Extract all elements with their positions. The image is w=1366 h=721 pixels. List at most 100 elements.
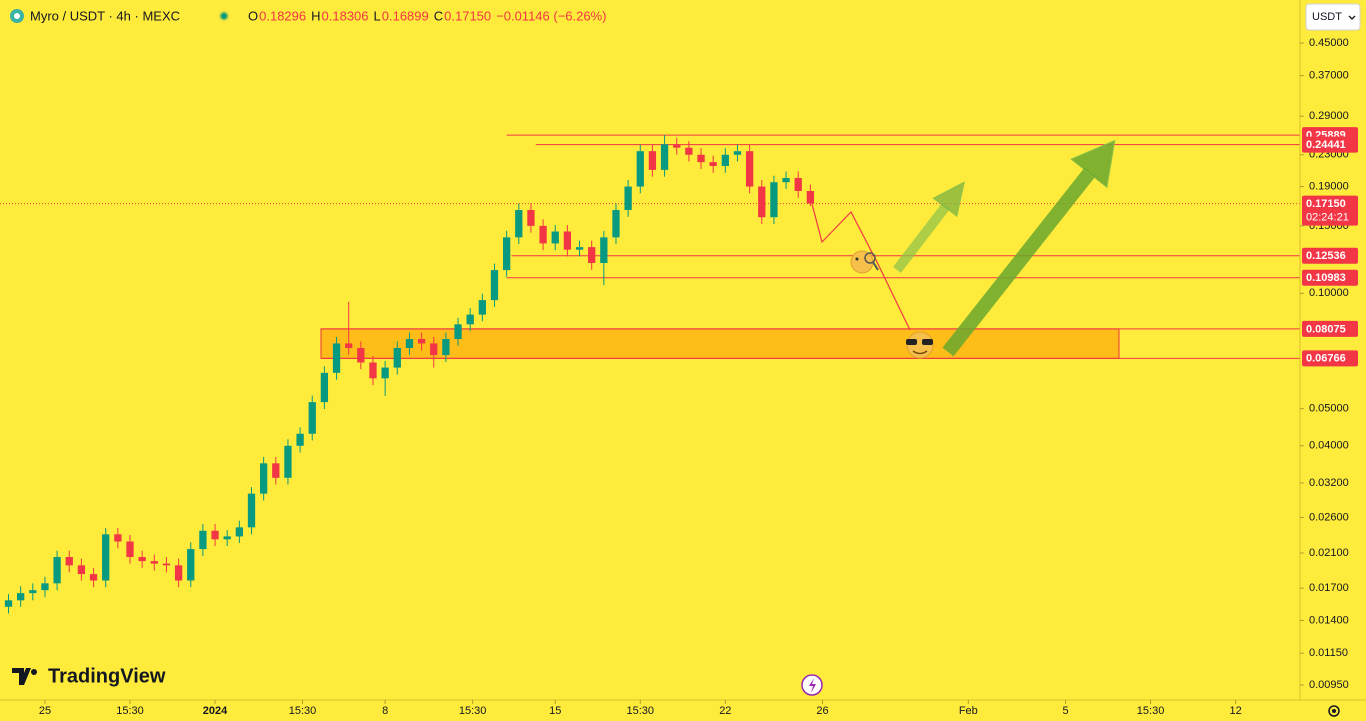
candle-body (4, 600, 13, 607)
candle-body (187, 549, 195, 581)
y-tick-label: 0.04000 (1309, 440, 1349, 452)
x-tick-label: 26 (816, 705, 828, 717)
y-tick-label: 0.37000 (1309, 70, 1349, 82)
candle-body (515, 210, 523, 238)
candle-body (709, 162, 717, 166)
level-price-box (1302, 247, 1358, 264)
candle-body (89, 574, 98, 581)
candle-body (454, 324, 462, 339)
candle-body (478, 300, 486, 315)
currency-label[interactable]: USDT (1312, 11, 1342, 23)
header: Myro / USDT · 4h · MEXC O 0.18296 H 0.18306… (10, 8, 606, 23)
y-tick-label: 0.10000 (1309, 287, 1349, 299)
candle-body (442, 338, 450, 356)
candle-body (272, 463, 280, 478)
candle-body (430, 343, 438, 356)
candle-body (296, 433, 304, 446)
candle-body (41, 583, 49, 591)
y-tick-label: 0.02600 (1309, 511, 1349, 523)
currency-select[interactable]: USDT (1305, 3, 1361, 31)
x-tick-label: 25 (39, 705, 51, 717)
ohlc-value: 0.16899 (382, 8, 429, 23)
logo: TradingView (12, 665, 166, 687)
ohlc-key: O (248, 8, 258, 23)
candle-body (138, 557, 146, 562)
candle-body (673, 144, 681, 148)
candle-body (588, 247, 596, 264)
y-tick-label: 0.01400 (1309, 614, 1349, 626)
candle-body (733, 151, 742, 155)
y-tick-label: 0.05000 (1309, 403, 1349, 415)
currency-box[interactable] (1305, 3, 1361, 31)
candle-body (600, 237, 608, 264)
candle-body (624, 186, 632, 211)
plot-area (0, 134, 1300, 614)
candle-body (636, 151, 644, 187)
emoji-thinking (850, 250, 879, 274)
x-tick-label: 22 (719, 705, 731, 717)
candle-body (102, 534, 110, 581)
candle-body (417, 338, 426, 344)
emoji-cool (906, 331, 934, 359)
candle-body (466, 314, 474, 325)
zone (320, 328, 1120, 359)
candle-body (308, 402, 316, 434)
y-tick-label: 0.19000 (1309, 180, 1349, 192)
zone-price-label: 0.06766 (1306, 353, 1346, 365)
candle-body (758, 186, 766, 218)
candle-body (345, 343, 353, 348)
x-tick-label: 15:30 (1137, 705, 1165, 717)
candle-body (502, 237, 511, 271)
candle-body (211, 530, 219, 540)
y-tick-label: 0.01700 (1309, 582, 1349, 594)
x-tick-label: 2024 (203, 705, 228, 717)
x-tick-label: Feb (959, 705, 978, 717)
candle-body (29, 590, 37, 594)
candle-body (782, 178, 790, 183)
candle-body (223, 536, 231, 540)
projection-path (811, 203, 911, 331)
x-tick-label: 15:30 (289, 705, 317, 717)
candle-body (126, 541, 134, 558)
symbol: Myro / USDT · 4h · MEXC (30, 8, 180, 23)
candle-body (260, 463, 268, 494)
ohlc-key: L (374, 8, 381, 23)
countdown: 02:24:21 (1306, 211, 1349, 223)
current-price-box (1302, 195, 1358, 226)
settings-icon[interactable] (1328, 705, 1340, 717)
y-tick-label: 0.02100 (1309, 547, 1349, 559)
change: −0.01146 (−6.26%) (496, 8, 606, 23)
arrow-small (893, 206, 946, 274)
x-tick-label: 5 (1062, 705, 1068, 717)
candle-body (17, 593, 25, 601)
zone-price-box (1302, 350, 1358, 367)
candle-body (612, 210, 620, 238)
x-tick-label: 15:30 (627, 705, 655, 717)
candle-body (247, 493, 256, 528)
candle-body (150, 561, 158, 564)
candle-body (199, 530, 207, 550)
candle-body (490, 270, 499, 301)
current-price-label: 0.17150 (1306, 198, 1346, 210)
candle-body (660, 144, 669, 170)
level-price-box (1302, 269, 1358, 286)
ohlc-key: H (311, 8, 320, 23)
candle-body (284, 445, 292, 478)
candle-body (527, 210, 535, 226)
candle-body (405, 338, 414, 348)
x-tick-label: 12 (1229, 705, 1241, 717)
replay-icon[interactable] (801, 674, 823, 696)
candle-body (685, 147, 693, 155)
y-tick-label: 0.29000 (1309, 110, 1349, 122)
candle-body (174, 565, 183, 581)
y-tick-label: 0.01150 (1309, 647, 1348, 659)
arrow-large (942, 172, 1090, 357)
ohlc-value: 0.18306 (322, 8, 369, 23)
ohlc-value: 0.17150 (444, 8, 491, 23)
candle-body (393, 347, 401, 368)
